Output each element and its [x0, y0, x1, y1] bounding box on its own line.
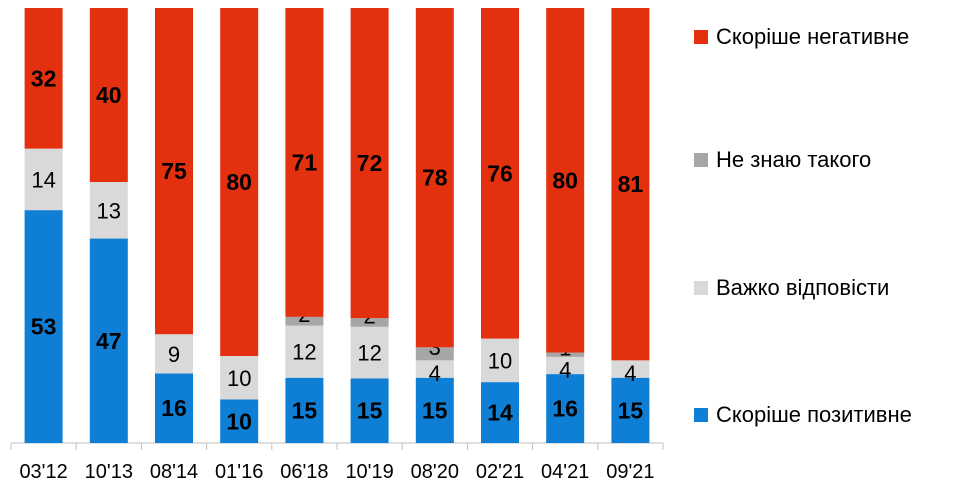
bar-segment-neg: [611, 8, 650, 361]
bar-segment-pos: [89, 238, 128, 443]
legend: Скоріше негативне Не знаю такого Важко від…: [694, 0, 977, 491]
bar-segment-neg: [350, 8, 389, 319]
bar-segment-hard: [481, 338, 519, 383]
data-label-pos: 53: [31, 314, 57, 340]
bar-segment-hard: [611, 360, 650, 378]
legend-label: Скоріше позитивне: [716, 402, 912, 427]
legend-label: Скоріше негативне: [716, 24, 910, 49]
x-tick-label: 09'21: [606, 461, 654, 483]
x-tick-label: 03'12: [19, 461, 67, 483]
bar-segment-pos: [481, 382, 519, 443]
stacked-bar-chart: 53 14 32 03'12 47 13 40 10'13 16 9 75 08'14 10 10 80 01…: [10, 8, 664, 483]
bar-segment-neg: [546, 8, 585, 353]
data-label-hard: 10: [227, 366, 251, 391]
data-label-pos: 10: [226, 408, 252, 434]
bar-segment-hard: [89, 182, 128, 239]
data-label-hard: 12: [357, 341, 381, 366]
x-tick-label: 08'14: [150, 461, 198, 483]
data-label-neg: 78: [422, 165, 448, 191]
legend-swatch: [694, 408, 708, 422]
legend-swatch: [694, 153, 708, 167]
bar-segment-neg: [89, 8, 128, 182]
legend-item-neg: Скоріше негативне: [694, 22, 909, 52]
bar-segment-hard: [155, 334, 193, 374]
legend-swatch: [694, 30, 708, 44]
bar-segment-hard: [546, 356, 585, 375]
bar-segment-neg: [285, 8, 324, 317]
bar-segment-hard: [220, 356, 259, 400]
data-label-neg: 71: [292, 149, 318, 175]
data-label-pos: 47: [96, 328, 122, 354]
bar-segment-hard: [285, 325, 324, 378]
bar-segment-hard: [24, 148, 63, 211]
bar-segment-pos: [546, 374, 585, 443]
x-tick-label: 08'20: [411, 461, 459, 483]
x-tick-label: 10'13: [85, 461, 133, 483]
x-tick-label: 04'21: [541, 461, 589, 483]
bar-segment-neg: [24, 8, 63, 149]
x-tick-label: 02'21: [476, 461, 524, 483]
bar-segment-pos: [24, 210, 63, 443]
data-label-neg: 76: [487, 160, 513, 186]
bar-segment-neg: [481, 8, 519, 339]
data-label-neg: 75: [161, 158, 187, 184]
legend-label: Важко відповісти: [716, 275, 890, 300]
data-label-pos: 15: [357, 398, 383, 424]
bar-segment-unknown: [415, 347, 454, 361]
data-label-neg: 32: [31, 65, 57, 91]
legend-swatch: [694, 281, 708, 295]
bar-segment-pos: [220, 399, 259, 443]
x-tick-label: 01'16: [215, 461, 263, 483]
data-label-pos: 15: [618, 397, 644, 423]
data-label-pos: 16: [552, 396, 578, 422]
legend-item-hard: Важко відповісти: [694, 273, 889, 303]
x-tick-label: 06'18: [280, 461, 328, 483]
data-label-hard: 4: [429, 361, 441, 386]
bar-segment-pos: [415, 377, 454, 443]
data-label-hard: 4: [624, 361, 636, 386]
legend-item-pos: Скоріше позитивне: [694, 400, 912, 430]
bar-segment-unknown: [546, 352, 585, 357]
data-label-pos: 14: [487, 400, 513, 426]
data-label-hard: 4: [559, 357, 571, 382]
data-label-neg: 80: [552, 167, 578, 193]
bar-segment-pos: [155, 373, 193, 443]
legend-label: Не знаю такого: [716, 147, 872, 172]
data-label-hard: 9: [168, 342, 180, 367]
data-label-neg: 40: [96, 82, 122, 108]
data-label-hard: 14: [31, 167, 55, 192]
data-label-hard: 13: [97, 198, 121, 223]
data-label-hard: 10: [488, 348, 512, 373]
bar-segment-neg: [155, 8, 193, 335]
bar-segment-unknown: [350, 318, 389, 327]
legend-item-unknown: Не знаю такого: [694, 145, 871, 175]
data-label-pos: 16: [161, 395, 187, 421]
data-label-neg: 81: [618, 171, 644, 197]
bar-segment-pos: [285, 377, 324, 443]
bar-segment-neg: [415, 8, 454, 348]
bar-segment-pos: [611, 377, 650, 443]
bar-segment-unknown: [285, 316, 324, 326]
bar-segment-pos: [350, 378, 389, 443]
data-label-neg: 80: [226, 169, 252, 195]
bar-segment-hard: [350, 326, 389, 379]
bar-segment-neg: [220, 8, 259, 356]
x-tick-label: 10'19: [345, 461, 393, 483]
data-label-pos: 15: [292, 397, 318, 423]
data-label-hard: 12: [292, 340, 316, 365]
data-label-pos: 15: [422, 397, 448, 423]
data-label-neg: 72: [357, 150, 383, 176]
bar-segment-hard: [415, 360, 454, 378]
